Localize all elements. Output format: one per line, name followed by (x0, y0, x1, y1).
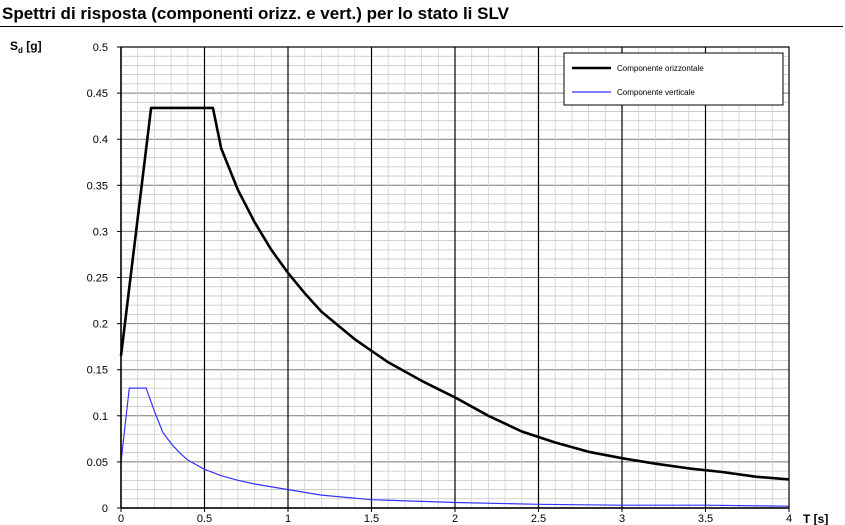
y-axis-label-unit: [g] (23, 39, 42, 53)
legend-entry-label: Componente verticale (617, 88, 695, 97)
y-tick-label: 0.35 (87, 180, 108, 192)
series-group (119, 106, 790, 507)
y-axis-label-subscript: d (18, 46, 23, 55)
x-tick-label: 3 (619, 513, 625, 525)
x-tick-label: 1.5 (364, 513, 379, 525)
x-tick-label: 4 (786, 513, 792, 525)
x-tick-label: 0.5 (197, 513, 212, 525)
legend-entry-label: Componente orizzontale (617, 64, 704, 73)
y-tick-label: 0.1 (93, 411, 108, 423)
x-tick-label: 0 (118, 513, 124, 525)
title-underline (0, 26, 843, 27)
y-tick-label: 0.5 (93, 42, 108, 54)
axes (117, 46, 790, 512)
x-tick-labels: 0 0.5 1 1.5 2 2.5 3 3.5 4 (118, 513, 792, 525)
chart-title: Spettri di risposta (componenti orizz. e… (2, 4, 509, 23)
x-tick-label: 2 (452, 513, 458, 525)
x-tick-label: 2.5 (531, 513, 546, 525)
legend: Componente orizzontale Componente vertica… (563, 52, 784, 106)
y-tick-label: 0.45 (87, 88, 108, 100)
x-tick-label: 1 (285, 513, 291, 525)
x-axis-label: T [s] (803, 512, 828, 525)
y-tick-label: 0.05 (87, 457, 108, 469)
legend-box (563, 52, 784, 106)
y-tick-label: 0.3 (93, 226, 108, 238)
y-axis-label-main: S (10, 39, 18, 53)
y-tick-label: 0.25 (87, 273, 108, 285)
grid-lines (121, 47, 789, 508)
y-tick-label: 0.4 (93, 134, 108, 146)
series-line-orizzontale (119, 106, 790, 481)
y-axis-label: Sd [g] (10, 39, 42, 55)
y-tick-label: 0.2 (93, 319, 108, 331)
y-tick-label: 0.15 (87, 365, 108, 377)
y-tick-labels: 0 0.05 0.1 0.15 0.2 0.25 0.3 0.35 0.4 0.45 0.5 (87, 42, 108, 515)
x-tick-label: 3.5 (698, 513, 713, 525)
series-line-verticale (120, 387, 790, 507)
y-tick-label: 0 (102, 503, 108, 515)
